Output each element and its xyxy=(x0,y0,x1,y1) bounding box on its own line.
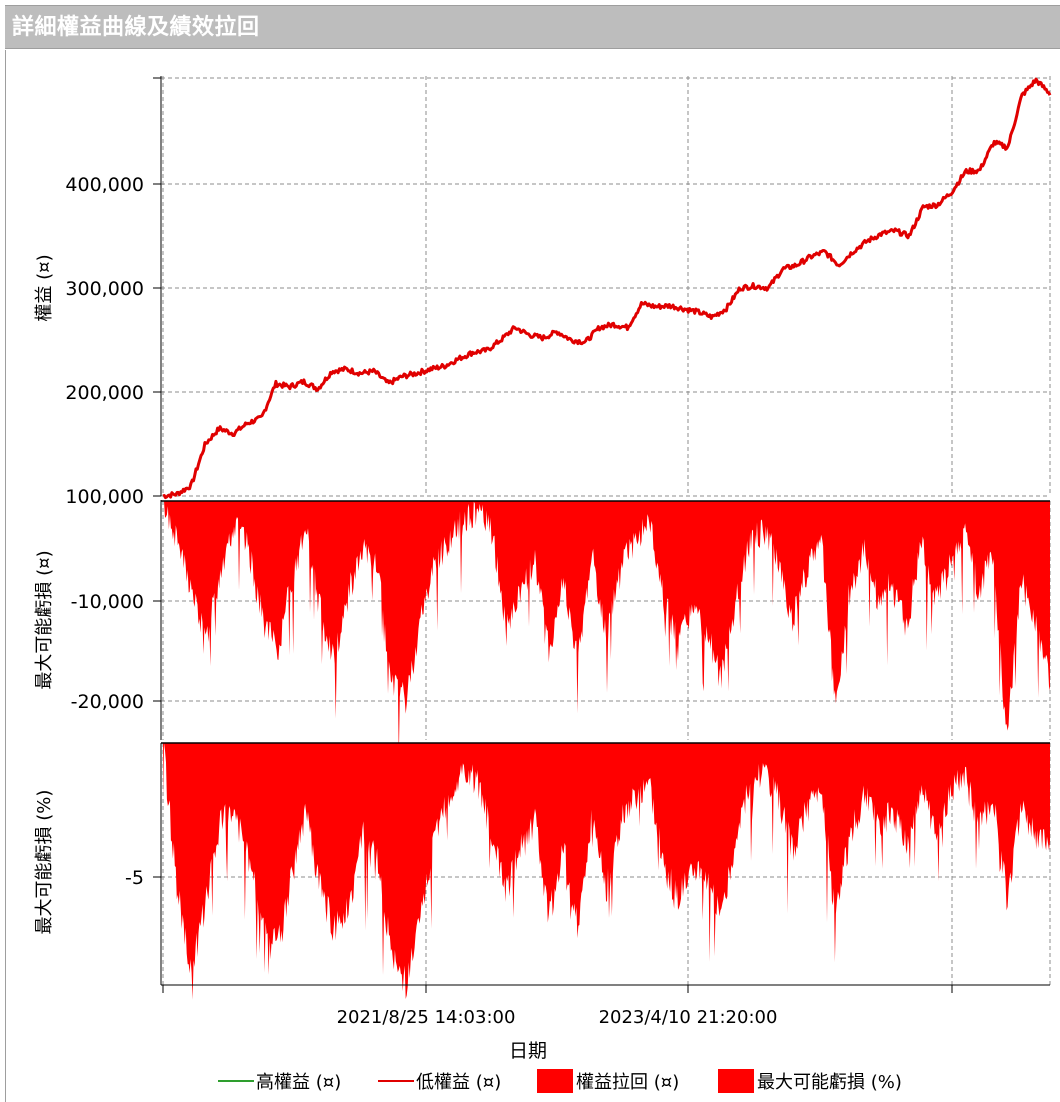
x-tick-label: 2021/8/25 14:03:00 xyxy=(337,1007,516,1028)
equity-line xyxy=(162,77,1052,500)
frame-border xyxy=(5,50,6,1102)
drawdown-abs-y-label: 最大可能虧損 (¤) xyxy=(34,550,55,689)
drawdown-pct-area xyxy=(163,743,1050,1000)
drawdown-abs-panel: -10,000 -20,000 最大可能虧損 (¤) xyxy=(34,500,1051,759)
legend-label-drawdown-abs: 權益拉回 (¤) xyxy=(576,1072,679,1093)
y-tick-label: -20,000 xyxy=(71,691,144,713)
y-tick-label: -5 xyxy=(125,867,144,889)
drawdown-pct-y-ticks: -5 xyxy=(125,867,161,889)
legend-label-high-equity: 高權益 (¤) xyxy=(256,1072,341,1093)
y-tick-label: 400,000 xyxy=(65,174,144,196)
y-tick-label: 300,000 xyxy=(65,278,144,300)
y-tick-label: 200,000 xyxy=(65,382,144,404)
drawdown-abs-y-ticks: -10,000 -20,000 xyxy=(71,591,161,713)
drawdown-abs-area xyxy=(163,501,1050,759)
drawdown-pct-panel: -5 最大可能虧損 (%) xyxy=(34,742,1051,1000)
x-axis: 2021/8/25 14:03:00 2023/4/10 21:20:00 日期 xyxy=(161,984,1050,1062)
legend: 高權益 (¤) 低權益 (¤) 權益拉回 (¤) 最大可能虧損 (%) xyxy=(218,1069,902,1093)
equity-grid xyxy=(161,76,1051,497)
chart-title: 詳細權益曲線及績效拉回 xyxy=(12,15,260,40)
y-tick-label: 100,000 xyxy=(65,486,144,508)
x-axis-label: 日期 xyxy=(509,1040,547,1062)
equity-y-label: 權益 (¤) xyxy=(34,254,55,321)
legend-swatch-drawdown-abs xyxy=(537,1069,573,1093)
legend-label-low-equity: 低權益 (¤) xyxy=(416,1072,501,1093)
equity-y-ticks: 100,000 200,000 300,000 400,000 xyxy=(65,77,161,508)
x-tick-label: 2023/4/10 21:20:00 xyxy=(599,1007,778,1028)
title-band xyxy=(5,5,1060,49)
legend-label-drawdown-pct: 最大可能虧損 (%) xyxy=(757,1072,902,1093)
equity-panel: 100,000 200,000 300,000 400,000 權益 (¤) xyxy=(34,76,1052,508)
drawdown-pct-y-label: 最大可能虧損 (%) xyxy=(34,790,55,935)
y-tick-label: -10,000 xyxy=(71,591,144,613)
legend-swatch-drawdown-pct xyxy=(718,1069,754,1093)
title-bar: 詳細權益曲線及績效拉回 xyxy=(0,0,1060,50)
